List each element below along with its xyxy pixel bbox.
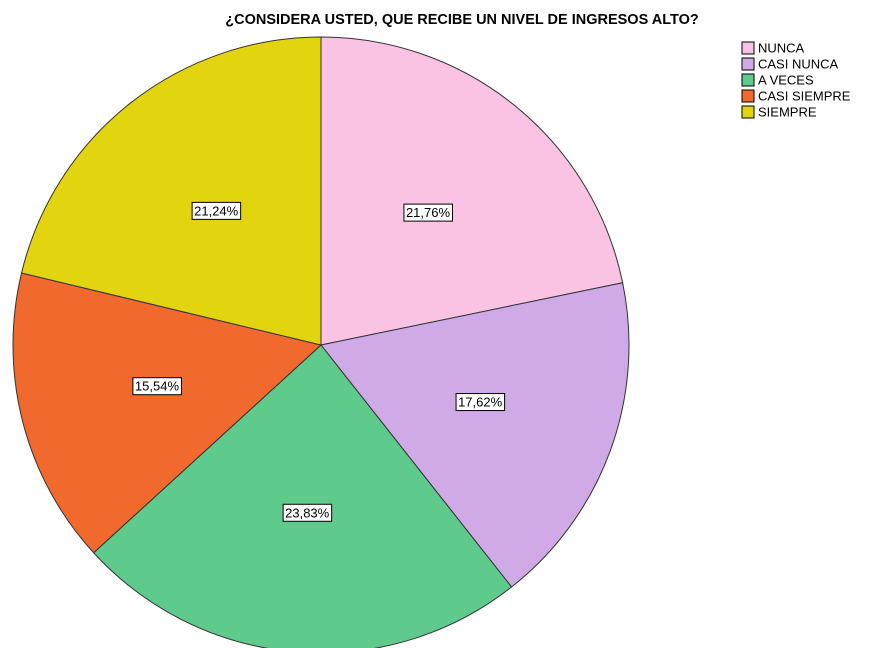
pie-slice — [20, 36, 322, 346]
legend-label: NUNCA — [758, 40, 805, 55]
data-label: 21,76% — [406, 205, 451, 220]
pie-slice — [320, 36, 624, 346]
legend-label: SIEMPRE — [758, 104, 817, 119]
pie-slice — [92, 344, 513, 648]
data-label-box — [403, 203, 453, 222]
pie-slice — [320, 282, 630, 588]
data-label: 23,83% — [285, 505, 330, 520]
legend-swatch — [741, 73, 755, 87]
legend-swatch — [741, 41, 755, 55]
data-label: 21,24% — [194, 203, 239, 218]
legend-label: CASI NUNCA — [758, 56, 839, 71]
data-label: 15,54% — [135, 379, 180, 394]
legend-swatch — [741, 57, 755, 71]
pie-slice — [12, 272, 323, 554]
data-label-box — [132, 377, 182, 396]
legend-label: A VECES — [758, 72, 814, 87]
chart-title: ¿CONSIDERA USTED, QUE RECIBE UN NIVEL DE… — [225, 12, 699, 28]
data-label-box — [191, 201, 242, 220]
legend-swatch — [741, 89, 755, 103]
data-label: 17,62% — [458, 395, 503, 410]
legend-label: CASI SIEMPRE — [758, 88, 851, 103]
legend-swatch — [741, 105, 755, 119]
data-label-box — [282, 503, 333, 522]
data-label-box — [455, 393, 506, 412]
